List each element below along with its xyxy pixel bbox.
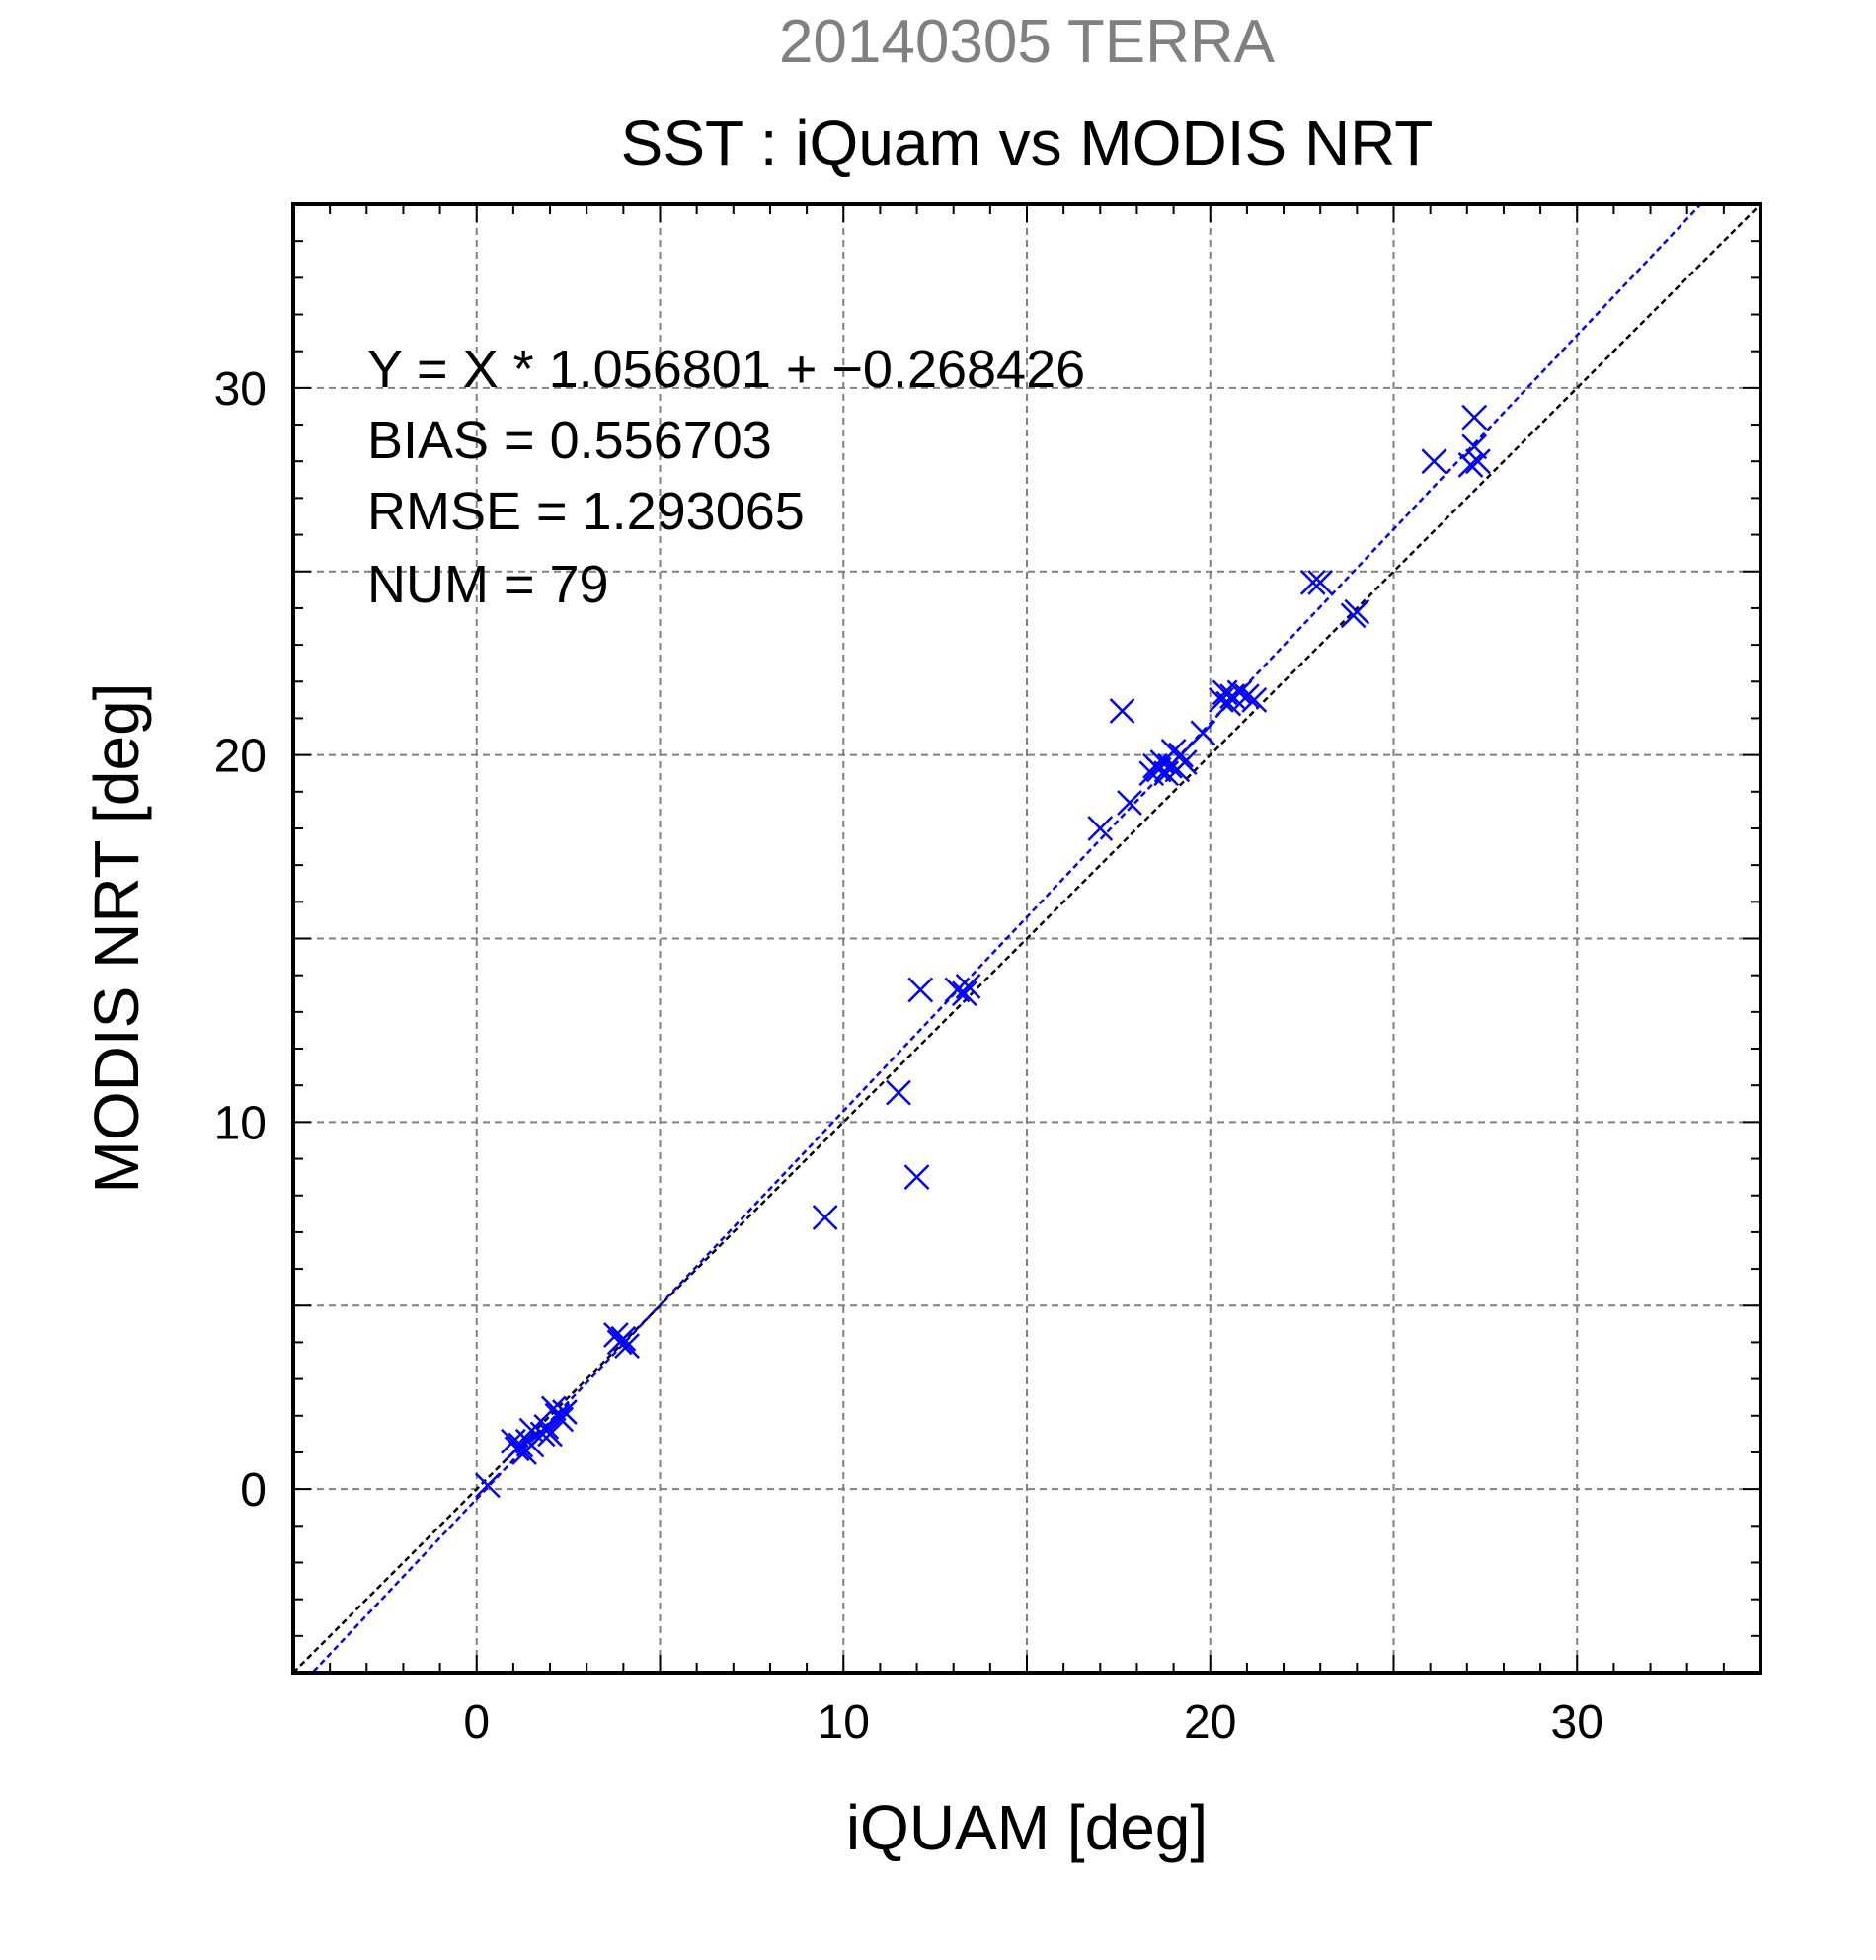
data-point	[537, 1421, 563, 1448]
data-point	[1234, 683, 1260, 710]
data-point	[1421, 448, 1447, 475]
data-point	[812, 1205, 838, 1230]
data-point	[614, 1333, 640, 1360]
data-point	[475, 1472, 501, 1499]
y-tick-label: 30	[214, 363, 267, 416]
data-point	[508, 1432, 534, 1458]
y-tick-label: 0	[240, 1464, 267, 1517]
data-point	[1226, 679, 1253, 706]
data-point	[529, 1421, 556, 1448]
y-tick-label: 10	[214, 1097, 267, 1149]
chart-suptitle: 20140305 TERRA	[779, 8, 1276, 76]
y-tick-label: 20	[214, 731, 267, 783]
data-point	[1465, 448, 1491, 475]
x-tick-label: 10	[818, 1696, 870, 1749]
data-points	[475, 404, 1491, 1499]
data-point	[951, 980, 977, 1007]
data-point	[1117, 790, 1142, 816]
data-point	[1344, 598, 1370, 625]
data-point	[1190, 720, 1216, 746]
data-point	[1461, 404, 1488, 431]
regression-equation: Y = X * 1.056801 + −0.268426	[367, 340, 1085, 399]
data-point	[955, 973, 981, 999]
data-point	[1171, 749, 1198, 775]
data-point	[886, 1079, 911, 1106]
rmse-value: RMSE = 1.293065	[367, 482, 805, 541]
x-tick-labels: 0 10 20 30	[463, 1696, 1603, 1749]
data-point	[610, 1325, 637, 1352]
chart-title: SST : iQuam vs MODIS NRT	[621, 108, 1434, 179]
data-point	[1461, 433, 1488, 460]
data-point	[907, 977, 934, 1003]
data-point	[1241, 686, 1268, 713]
data-point	[1307, 570, 1334, 595]
data-point	[1109, 698, 1135, 724]
data-point	[1457, 452, 1484, 478]
data-point	[1299, 570, 1326, 595]
x-tick-label: 0	[463, 1696, 490, 1749]
num-value: NUM = 79	[367, 555, 609, 614]
y-axis-label: MODIS NRT [deg]	[81, 683, 152, 1194]
data-point	[1168, 742, 1194, 768]
data-point	[548, 1406, 575, 1433]
grid	[293, 204, 1760, 1673]
x-axis-label: iQUAM [deg]	[846, 1792, 1208, 1863]
x-tick-label: 20	[1184, 1696, 1236, 1749]
data-point	[552, 1399, 578, 1425]
data-point	[903, 1164, 930, 1191]
plot-frame	[291, 202, 1762, 1675]
bias-value: BIAS = 0.556703	[367, 411, 772, 470]
stats-annotation: Y = X * 1.056801 + −0.268426 BIAS = 0.55…	[367, 340, 1085, 614]
y-tick-labels: 0 10 20 30	[214, 363, 267, 1517]
data-point	[1087, 816, 1114, 841]
x-tick-label: 30	[1551, 1696, 1603, 1749]
